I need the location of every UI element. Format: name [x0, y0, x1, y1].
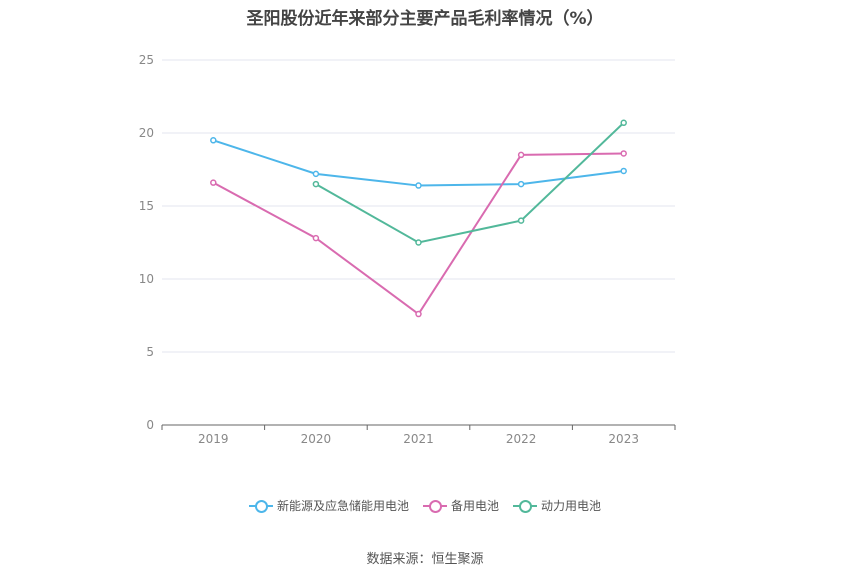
data-point[interactable] [517, 217, 525, 224]
legend-swatch-icon [513, 499, 537, 513]
data-point[interactable] [415, 310, 422, 318]
legend-swatch-icon [248, 499, 273, 513]
y-tick-label: 0 [146, 418, 154, 432]
data-point[interactable] [517, 180, 525, 188]
data-point[interactable] [517, 151, 525, 159]
grid-lines [162, 59, 675, 353]
series-line [315, 122, 625, 244]
x-tick-label: 2021 [403, 432, 434, 446]
data-source-note: 数据来源：恒生聚源 [366, 552, 484, 567]
legend-label: 动力用电池 [541, 499, 602, 513]
data-point[interactable] [620, 119, 627, 127]
legend: 新能源及应急储能用电池 备用电池 动力用电池 [0, 497, 850, 514]
x-tick-label: 2022 [506, 432, 537, 446]
data-point[interactable] [312, 170, 320, 178]
legend-swatch-icon [422, 499, 447, 513]
y-tick-label: 20 [139, 126, 154, 140]
data-point[interactable] [210, 137, 217, 144]
legend-item[interactable]: 动力用电池 [513, 497, 601, 514]
series-lines [210, 119, 627, 318]
y-tick-label: 10 [139, 272, 154, 286]
data-point[interactable] [210, 179, 217, 186]
x-tick-label: 2020 [301, 432, 332, 446]
data-point[interactable] [620, 150, 627, 157]
legend-item[interactable]: 备用电池 [422, 497, 499, 514]
y-tick-label: 15 [139, 199, 154, 213]
legend-label: 新能源及应急储能用电池 [276, 499, 409, 513]
data-point[interactable] [620, 167, 627, 175]
legend-label: 备用电池 [450, 499, 499, 513]
series-line [212, 139, 624, 187]
data-point[interactable] [312, 234, 320, 242]
chart-title: 圣阳股份近年来部分主要产品毛利率情况（%） [246, 9, 604, 29]
data-point[interactable] [312, 180, 320, 188]
data-point[interactable] [415, 239, 422, 246]
x-tick-label: 2019 [198, 432, 229, 446]
x-tick-label: 2023 [608, 432, 639, 446]
legend-item[interactable]: 新能源及应急储能用电池 [248, 497, 409, 514]
axes: 0 5 10 15 20 25 2019 2020 2021 2022 2023 [139, 53, 676, 446]
y-tick-label: 25 [139, 53, 154, 67]
series-line [212, 152, 624, 316]
data-point[interactable] [415, 182, 422, 189]
y-tick-label: 5 [146, 345, 154, 359]
